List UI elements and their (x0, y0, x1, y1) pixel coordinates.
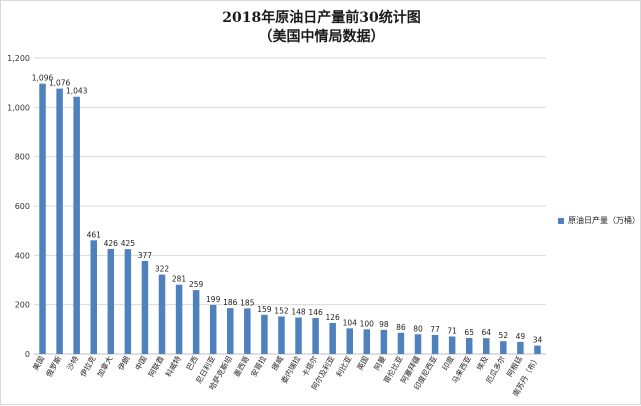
x-tick-label: 美国 (30, 354, 46, 372)
x-tick-label: 墨西哥 (232, 354, 251, 378)
bar (209, 304, 217, 354)
data-label: 322 (155, 265, 170, 274)
legend-label: 原油日产量（万桶） (568, 216, 640, 225)
bar (278, 316, 285, 354)
bar (329, 322, 336, 354)
bar (380, 329, 388, 354)
bar (192, 290, 200, 354)
bar (465, 337, 473, 354)
y-tick-label: 0 (25, 350, 30, 359)
data-label: 98 (379, 320, 389, 329)
data-label: 199 (206, 295, 221, 304)
data-label: 64 (481, 328, 491, 337)
data-label: 185 (240, 298, 255, 307)
y-tick-label: 800 (15, 153, 30, 162)
bar (414, 334, 422, 354)
x-tick-label: 加拿大 (95, 354, 115, 379)
bar (107, 248, 115, 354)
bar (534, 345, 541, 354)
y-tick-label: 1,200 (7, 54, 30, 63)
data-label: 1,096 (32, 74, 54, 83)
data-label: 126 (326, 313, 341, 322)
bar (448, 336, 456, 354)
x-tick-label: 挪威 (269, 354, 285, 372)
data-label: 65 (464, 328, 474, 337)
bar (500, 341, 507, 354)
data-label: 152 (274, 307, 289, 316)
bar (397, 332, 405, 354)
data-label: 1,076 (49, 79, 71, 88)
data-label: 52 (499, 331, 509, 340)
x-tick-label: 英国 (354, 354, 370, 372)
data-label: 71 (447, 326, 457, 335)
y-tick-label: 400 (15, 251, 30, 260)
bar (431, 335, 439, 354)
bar (124, 249, 132, 354)
x-tick-label: 阿曼 (372, 354, 388, 372)
legend-swatch (558, 217, 564, 224)
data-label: 34 (533, 336, 543, 345)
bar (312, 317, 319, 354)
bar (141, 261, 149, 354)
data-label: 86 (396, 323, 406, 332)
data-label: 426 (104, 239, 119, 248)
x-tick-label: 巴西 (185, 354, 201, 372)
data-label: 186 (223, 298, 238, 307)
bar (261, 314, 268, 354)
bar (346, 328, 353, 354)
data-label: 49 (516, 332, 526, 341)
bar (39, 83, 46, 355)
x-tick-label: 埃及 (474, 354, 490, 372)
x-tick-label: 中国 (133, 354, 149, 372)
data-label: 281 (172, 275, 187, 284)
bar (244, 308, 251, 354)
bar (175, 284, 183, 354)
bar (295, 317, 302, 354)
data-label: 104 (343, 318, 358, 327)
bar (90, 240, 97, 354)
data-label: 80 (413, 324, 423, 333)
bar (158, 274, 166, 354)
y-tick-label: 600 (15, 202, 30, 211)
x-tick-label: 俄罗斯 (43, 354, 63, 379)
data-label: 148 (291, 307, 306, 316)
data-label: 461 (87, 230, 102, 239)
x-tick-label: 沙特 (64, 354, 80, 372)
x-tick-label: 科威特 (163, 354, 183, 379)
data-label: 425 (121, 239, 136, 248)
x-tick-label: 利比亚 (334, 354, 354, 379)
data-label: 77 (430, 325, 440, 334)
x-tick-label: 阿联酋 (146, 354, 166, 379)
bar (227, 308, 234, 354)
data-label: 159 (257, 305, 272, 314)
data-label: 100 (360, 319, 375, 328)
x-tick-label: 印度 (440, 354, 456, 372)
bar (363, 329, 371, 354)
data-label: 146 (308, 308, 323, 317)
bar (73, 96, 80, 354)
x-tick-label: 安哥拉 (248, 354, 268, 379)
x-tick-label: 伊朗 (115, 354, 131, 372)
data-label: 259 (189, 280, 204, 289)
bar (56, 88, 63, 354)
legend: 原油日产量（万桶） (558, 215, 640, 226)
y-tick-label: 200 (15, 301, 30, 310)
chart-subtitle: （美国中情局数据） (258, 29, 385, 45)
data-label: 1,043 (66, 87, 88, 96)
x-tick-label: 伊拉克 (78, 354, 98, 379)
y-tick-label: 1,000 (7, 103, 30, 112)
bar (483, 338, 490, 354)
data-label: 377 (138, 251, 153, 260)
bar (517, 341, 524, 354)
chart-title: 2018年原油日产量前30统计图 (222, 10, 421, 26)
